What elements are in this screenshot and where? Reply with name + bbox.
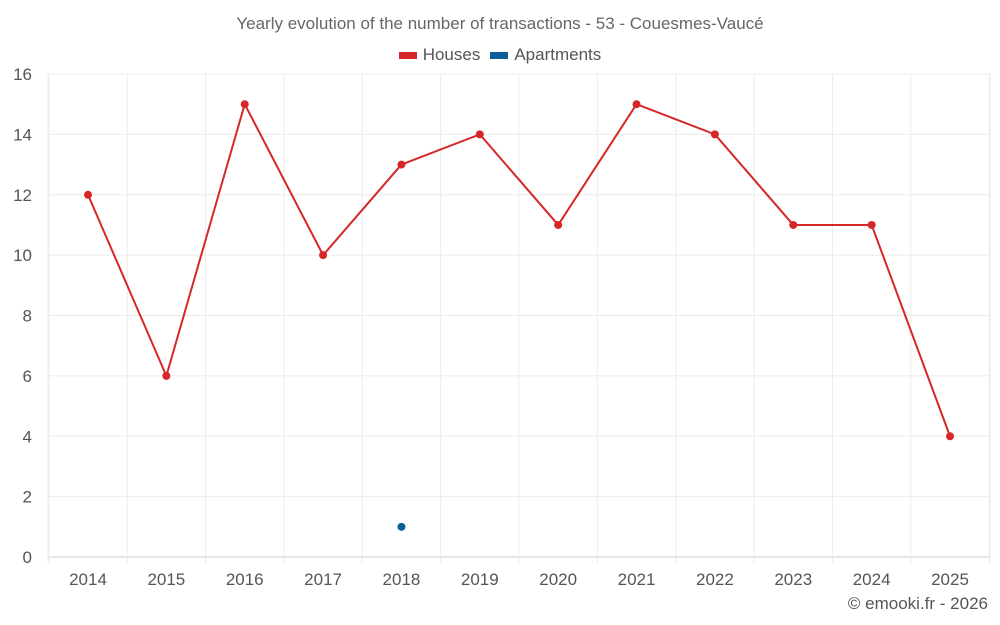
y-tick-label: 14	[13, 125, 32, 144]
legend-item-houses[interactable]: Houses	[398, 45, 481, 65]
legend-label-houses: Houses	[422, 45, 481, 64]
data-point-houses	[240, 100, 249, 109]
data-point-houses	[162, 371, 171, 380]
x-tick-label: 2018	[383, 570, 421, 589]
x-tick-label: 2014	[69, 570, 107, 589]
data-point-houses	[710, 130, 719, 139]
data-point-houses	[946, 432, 954, 441]
legend-swatch-apartments	[490, 51, 509, 59]
y-tick-label: 12	[13, 186, 32, 205]
data-point-houses	[475, 130, 484, 139]
y-tick-label: 0	[23, 548, 32, 567]
x-tick-label: 2015	[147, 570, 185, 589]
x-tick-label: 2022	[696, 570, 734, 589]
legend-item-apartments[interactable]: Apartments	[490, 45, 601, 65]
data-point-apartments	[397, 522, 406, 531]
y-tick-label: 10	[13, 246, 32, 265]
series-line-houses	[87, 103, 951, 437]
credit-text: © emooki.fr - 2026	[847, 594, 988, 613]
x-tick-label: 2017	[304, 570, 342, 589]
legend-swatch-houses	[398, 51, 417, 59]
data-point-houses	[397, 160, 406, 169]
y-tick-label: 4	[23, 427, 32, 446]
x-tick-label: 2023	[774, 570, 812, 589]
x-tick-label: 2020	[539, 570, 577, 589]
y-tick-label: 2	[23, 488, 32, 507]
x-tick-label: 2019	[461, 570, 499, 589]
legend-label-apartments: Apartments	[514, 45, 602, 64]
x-tick-label: 2024	[853, 570, 891, 589]
data-point-houses	[632, 100, 641, 109]
data-point-houses	[554, 220, 563, 229]
x-tick-label: 2016	[226, 570, 264, 589]
data-point-houses	[319, 251, 328, 260]
x-tick-label: 2021	[618, 570, 656, 589]
y-tick-label: 16	[13, 65, 32, 84]
data-point-houses	[84, 190, 92, 199]
x-tick-label: 2025	[931, 570, 969, 589]
data-point-houses	[867, 220, 876, 229]
y-tick-label: 6	[23, 367, 32, 386]
data-point-houses	[789, 220, 798, 229]
legend: Houses Apartments	[0, 45, 1000, 65]
y-tick-label: 8	[23, 307, 32, 326]
chart-title: Yearly evolution of the number of transa…	[236, 14, 764, 33]
